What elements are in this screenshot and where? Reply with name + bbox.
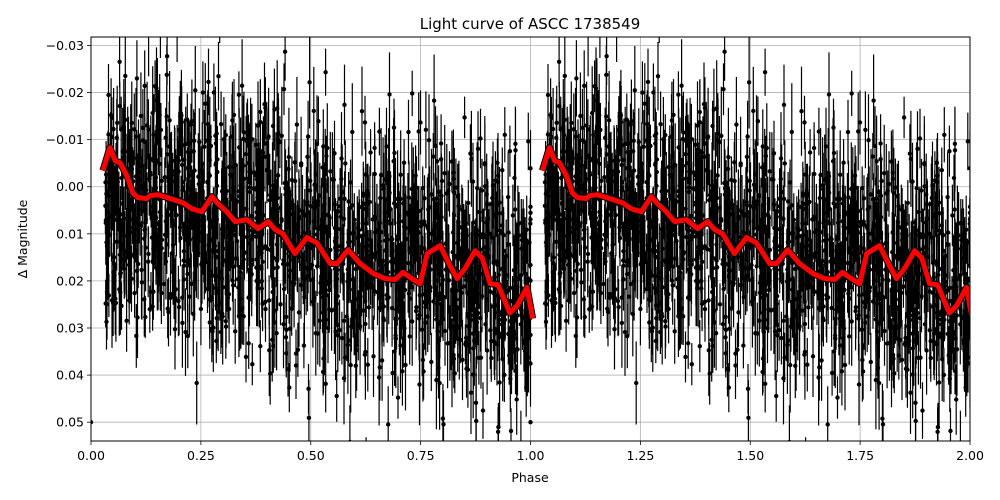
y-axis-ticks: −0.03 −0.02 −0.01 0.00 0.01 0.02 0.03 0.04 0.05: [46, 38, 91, 430]
y-tick-label: 0.03: [56, 320, 84, 335]
y-tick-label: −0.03: [46, 38, 84, 53]
x-tick-label: 1.75: [846, 448, 874, 463]
model-curve-line: [100, 145, 536, 320]
x-axis-ticks: 0.00 0.25 0.50 0.75 1.00 1.25 1.50 1.75 2.00: [77, 441, 984, 463]
y-tick-label: 0.04: [56, 368, 84, 383]
y-tick-label: −0.01: [46, 132, 84, 147]
x-tick-label: 1.00: [517, 448, 545, 463]
data-points: [91, 37, 970, 441]
y-tick-label: 0.00: [56, 179, 84, 194]
x-tick-label: 0.50: [297, 448, 325, 463]
x-axis-label: Phase: [511, 470, 549, 485]
chart-title: Light curve of ASCC 1738549: [420, 15, 641, 33]
x-tick-label: 0.75: [407, 448, 435, 463]
y-tick-label: −0.02: [46, 85, 84, 100]
y-axis-label: Δ Magnitude: [15, 199, 30, 278]
data-markers: [91, 49, 970, 441]
x-tick-label: 1.25: [626, 448, 654, 463]
y-tick-label: 0.02: [56, 273, 84, 288]
x-tick-label: 2.00: [956, 448, 984, 463]
model-curve-line: [540, 145, 970, 320]
y-tick-label: 0.05: [56, 415, 84, 430]
x-tick-label: 1.50: [736, 448, 764, 463]
model-curve: [99, 144, 970, 320]
y-tick-label: 0.01: [56, 226, 84, 241]
x-tick-label: 0.25: [187, 448, 215, 463]
x-tick-label: 0.00: [77, 448, 105, 463]
